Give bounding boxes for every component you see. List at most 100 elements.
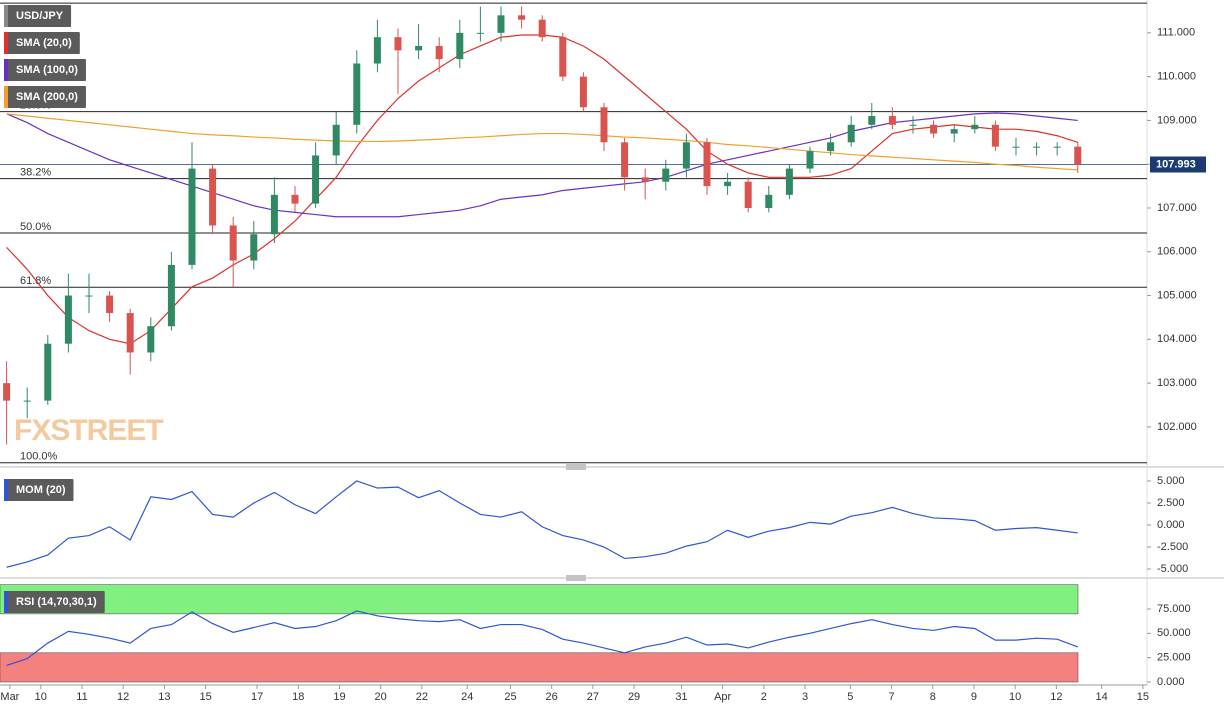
series-line [6,113,1078,171]
fib-label: 61.8% [20,275,51,287]
x-tick-label: 12 [117,691,129,703]
candle-body [600,107,608,143]
candle-body [188,168,196,265]
x-tick-label: 25 [504,691,516,703]
series-line [6,112,1078,218]
fib-label: 0.0% [20,0,45,3]
y-tick-label: 25.000 [1157,652,1191,664]
candle-body [559,37,567,77]
y-tick-label: 5.000 [1157,475,1185,487]
series-line [6,610,1078,667]
x-tick-label: 10 [1009,691,1021,703]
x-tick-label: 27 [587,691,599,703]
legend-box [4,59,86,81]
candle-body [971,124,979,130]
candle-body [538,19,546,38]
candle-body [847,124,855,143]
x-tick-label: 7 [888,691,894,703]
x-tick-label: 26 [546,691,558,703]
legend-label: SMA (100,0) [16,64,78,76]
x-tick-label: 3 [802,691,808,703]
x-tick-label: 2 [761,691,767,703]
candle-body [744,181,752,208]
x-tick-label: 13 [158,691,170,703]
x-tick-label: 14 [1096,691,1108,703]
candle-body [44,343,52,401]
y-tick-label: -2.500 [1157,541,1188,553]
x-tick-label: 11 [76,691,87,703]
x-tick-label: 18 [292,691,304,703]
rsi-band [0,584,1079,615]
candle-body [270,194,278,235]
candle-body [888,116,896,125]
legend-entry [4,59,86,81]
legend-entry [4,479,74,501]
candle-body [23,400,31,402]
candle-body [106,295,114,314]
candle-body [85,295,93,297]
candle-body [1033,146,1041,148]
candle-body [353,63,361,125]
legend-entry [4,32,80,54]
candle-body [1053,146,1061,148]
x-tick-label: 19 [333,691,345,703]
candle-body [312,155,320,204]
candle-body [785,168,793,195]
series-line [6,480,1078,568]
legend-label: MOM (20) [16,484,66,496]
x-tick-label: 15 [199,691,211,703]
candle-body [250,234,258,261]
candle-body [415,45,423,51]
legend-entry [4,86,86,108]
y-tick-label: 102.000 [1157,421,1197,433]
x-tick-label: Mar [0,691,19,703]
x-tick-label: 24 [461,691,473,703]
candle-body [579,76,587,108]
candle-body [641,177,649,182]
legend-swatch [4,479,8,501]
legend-label: SMA (20,0) [16,37,72,49]
y-tick-label: -5.000 [1157,563,1188,575]
x-tick-label: 22 [416,691,428,703]
legend-swatch [4,59,8,81]
candle-body [991,124,999,147]
candle-body [1012,146,1020,148]
last-price-label: 107.993 [1156,158,1196,170]
candle-body [126,313,134,353]
y-tick-label: 104.000 [1157,333,1197,345]
candle-body [724,181,732,187]
candle-body [394,37,402,51]
y-tick-label: 111.000 [1157,27,1195,39]
candle-body [1074,146,1082,165]
candle-body [291,194,299,204]
y-tick-label: 0.000 [1157,676,1185,688]
legend-box [4,479,74,501]
candle-body [229,225,237,261]
y-tick-label: 105.000 [1157,289,1197,301]
x-tick-label: 10 [35,691,47,703]
x-tick-label: 9 [971,691,977,703]
last-price-box [1150,156,1206,173]
legend-swatch [4,5,8,27]
x-tick-label: 17 [251,691,263,703]
legend-box [4,32,80,54]
candle-body [950,129,958,134]
legend-box [4,5,72,27]
candle-body [930,124,938,134]
legend-label: SMA (200,0) [16,91,78,103]
y-tick-label: 110.000 [1157,71,1196,83]
x-tick-label: 8 [930,691,936,703]
legend-label: RSI (14,70,30,1) [16,596,97,608]
y-tick-label: 50.000 [1157,627,1191,639]
fib-label: 100.0% [20,451,58,463]
legend-swatch [4,591,8,613]
candle-body [167,264,175,327]
legend-swatch [4,86,8,108]
candle-body [518,15,526,20]
y-tick-label: 109.000 [1157,114,1197,126]
candle-body [373,37,381,64]
candle-body [703,142,711,187]
candle-body [868,116,876,125]
x-tick-label: Apr [714,691,731,703]
